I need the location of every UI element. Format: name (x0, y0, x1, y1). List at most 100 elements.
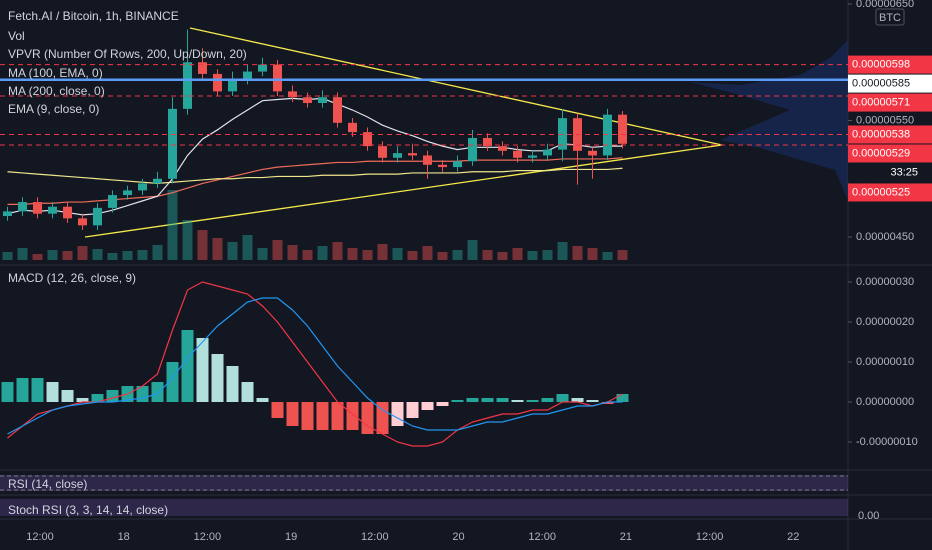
y-tick-label: 0.00000020 (856, 316, 914, 328)
indicator-label: VPVR (Number Of Rows, 200, Up/Down, 20) (8, 47, 247, 61)
time-label: 12:00 (194, 531, 222, 543)
volume-bar (32, 254, 43, 260)
price-tag-label: 0.00000585 (852, 77, 910, 89)
volume-bar (332, 242, 343, 260)
histogram-bar (31, 378, 44, 402)
volume-bar (257, 248, 268, 260)
y-tick-label: 0.00000030 (856, 276, 914, 288)
volume-bar (287, 245, 298, 260)
candle-body (513, 150, 522, 158)
currency-label: BTC (879, 12, 901, 24)
histogram-bar (406, 402, 419, 418)
price-tag-label: 0.00000538 (852, 128, 910, 140)
histogram-bar (196, 338, 209, 402)
histogram-bar (46, 382, 59, 402)
macd-line (7, 281, 623, 447)
y-tick-label: 0.00000450 (856, 231, 914, 243)
candle-body (393, 153, 402, 158)
volume-bar (182, 220, 193, 260)
countdown: 33:25 (890, 166, 918, 178)
candle-body (198, 62, 207, 74)
y-tick-label: 0.00000000 (856, 396, 914, 408)
price-tag-label: 0.00000571 (852, 96, 910, 108)
time-label: 12:00 (696, 531, 724, 543)
volume-bar (347, 248, 358, 260)
histogram-bar (256, 398, 269, 402)
volume-bar (437, 252, 448, 260)
currency-box (875, 8, 905, 26)
histogram-bar (451, 400, 464, 402)
volume-bar (2, 252, 13, 260)
volume-bar (452, 250, 463, 260)
stoch-band (0, 499, 848, 516)
price-tag (848, 144, 932, 163)
time-label: 18 (118, 531, 130, 543)
indicator-label: RSI (14, close) (8, 477, 87, 491)
candle-body (558, 118, 567, 150)
volume-bar (557, 242, 568, 260)
candle-body (168, 108, 177, 179)
candle-body (438, 164, 447, 168)
volume-bar (242, 235, 253, 260)
candle-body (453, 161, 462, 168)
candle-body (363, 132, 372, 147)
volume-bar (392, 248, 403, 260)
histogram-bar (586, 400, 599, 402)
candle-body (153, 178, 162, 184)
trendline (189, 27, 723, 146)
volume-bar (377, 244, 388, 260)
candle-body (243, 71, 252, 80)
histogram-bar (541, 398, 554, 402)
volume-bar (197, 230, 208, 260)
volume-bar (17, 248, 28, 260)
volume-bar (497, 252, 508, 260)
candle-body (183, 62, 192, 109)
volume-bar (47, 250, 58, 260)
histogram-bar (316, 402, 329, 430)
stoch-axis-label: 0.00 (858, 510, 879, 522)
y-tick-label: -0.00000010 (856, 436, 918, 448)
histogram-bar (496, 398, 509, 402)
candle-body (618, 114, 627, 144)
volume-bar (467, 240, 478, 260)
histogram-bar (106, 390, 119, 402)
candle-body (48, 206, 57, 214)
time-label: 12:00 (361, 531, 389, 543)
price-tag-label: 0.00000525 (852, 186, 910, 198)
volume-bar (227, 242, 238, 260)
histogram-bar (16, 378, 29, 402)
histogram-bar (616, 394, 629, 402)
price-tag (848, 55, 932, 74)
volume-bar (77, 246, 88, 260)
plot-layer: 0.000006500.000006000.000005500.00000500… (0, 0, 932, 448)
legend: Fetch.AI / Bitcoin, 1h, BINANCE Vol VPVR… (8, 9, 247, 517)
volume-bar (482, 250, 493, 260)
volume-bar (212, 238, 223, 260)
candle-body (528, 155, 537, 158)
moving-average (7, 97, 623, 216)
indicator-label: MA (100, EMA, 0) (8, 66, 103, 80)
moving-average (7, 167, 623, 185)
volume-bar (587, 248, 598, 260)
candle-body (138, 183, 147, 191)
price-tag-label: 0.00000598 (852, 58, 910, 70)
volume-bar (317, 246, 328, 260)
candle-body (213, 73, 222, 92)
time-label: 12:00 (26, 531, 54, 543)
countdown-box (848, 163, 932, 182)
candle-body (408, 153, 417, 156)
histogram-bar (1, 382, 14, 402)
candle-body (423, 155, 432, 165)
volume-bar (167, 190, 178, 260)
histogram-bar (391, 402, 404, 426)
symbol-title: Fetch.AI / Bitcoin, 1h, BINANCE (8, 9, 179, 23)
price-tag (848, 93, 932, 112)
candle-body (303, 97, 312, 104)
indicator-label: EMA (9, close, 0) (8, 102, 99, 116)
indicator-label: Vol (8, 29, 25, 43)
volume-bar (122, 251, 133, 260)
candle-body (93, 207, 102, 226)
